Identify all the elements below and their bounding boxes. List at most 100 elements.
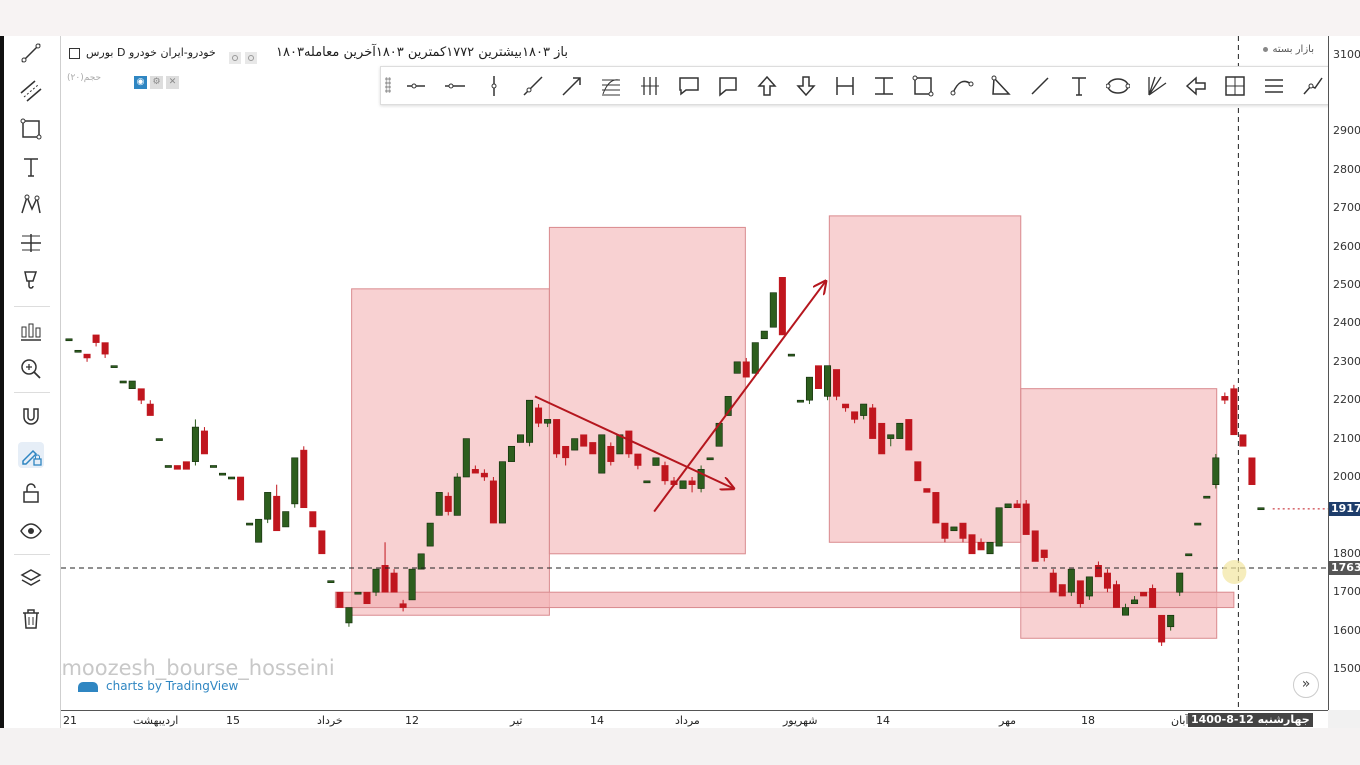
candle: [1058, 584, 1066, 597]
time-tick: 14: [590, 714, 604, 727]
video-bottom-band: [0, 728, 1360, 765]
brush-icon[interactable]: [18, 268, 44, 294]
line-segment-icon[interactable]: [1027, 73, 1053, 99]
candle: [1185, 553, 1193, 557]
collapse-legend-icon[interactable]: [69, 47, 80, 59]
arrow-up-icon[interactable]: [754, 73, 780, 99]
candle: [1194, 522, 1202, 526]
candle: [300, 446, 308, 509]
toolbar-grip-icon[interactable]: [385, 77, 391, 93]
rectangle-icon[interactable]: [910, 73, 936, 99]
toolbar-separator: [14, 392, 50, 393]
downtrend-arrow[interactable]: [534, 395, 734, 488]
eye-icon[interactable]: [18, 518, 44, 544]
crosshair-box-icon[interactable]: [1222, 73, 1248, 99]
candle: [65, 338, 73, 342]
channel-icon[interactable]: [18, 78, 44, 104]
pencil-lock-icon[interactable]: [18, 442, 44, 468]
time-tick: 12: [405, 714, 419, 727]
candle: [83, 353, 91, 362]
magnet-icon[interactable]: [18, 404, 44, 430]
chart-canvas[interactable]: [61, 36, 1328, 710]
text-icon[interactable]: [1066, 73, 1092, 99]
candle: [634, 453, 642, 470]
arrow-down-icon[interactable]: [793, 73, 819, 99]
legend-eye-icon[interactable]: [229, 49, 259, 68]
chart-pane[interactable]: بورس D خودرو-ایران خودرو ۱۸۰۳باز ۱۸۰۳بیش…: [61, 36, 1328, 710]
candle: [336, 591, 344, 608]
measure-icon[interactable]: [18, 230, 44, 256]
candle: [652, 457, 660, 466]
highlight-zone[interactable]: [828, 215, 1022, 543]
candle: [1212, 453, 1220, 489]
candle: [209, 465, 217, 468]
candle: [363, 591, 371, 605]
time-axis[interactable]: جهارشنبه 12-8-1400 21 اردیبهشت 15 خرداد 12 تی…: [61, 710, 1328, 729]
fib-retracement-icon[interactable]: [598, 73, 624, 99]
price-range-icon[interactable]: [871, 73, 897, 99]
horizontal-ray-icon[interactable]: [403, 73, 429, 99]
tradingview-credit[interactable]: charts by TradingView: [78, 679, 238, 693]
candle: [1122, 603, 1130, 616]
candle: [796, 399, 804, 403]
candle: [1257, 507, 1265, 511]
gann-fan-icon[interactable]: [1144, 73, 1170, 99]
candle: [480, 469, 488, 481]
volume-remove-icon[interactable]: ✕: [166, 76, 179, 89]
arrow-line-icon[interactable]: [559, 73, 585, 99]
trash-icon[interactable]: [18, 606, 44, 632]
time-tick: 14: [876, 714, 890, 727]
symbol-title[interactable]: بورس D خودرو-ایران خودرو: [86, 46, 216, 59]
candle: [1176, 572, 1184, 597]
horizontal-line-icon[interactable]: [442, 73, 468, 99]
menu-lines-icon[interactable]: [1261, 73, 1287, 99]
candle: [824, 365, 832, 401]
path-icon[interactable]: [1300, 73, 1326, 99]
candle: [1239, 434, 1247, 447]
ellipse-icon[interactable]: [1105, 73, 1131, 99]
candle: [932, 492, 940, 524]
candle: [950, 526, 958, 532]
series-legend: بورس D خودرو-ایران خودرو: [69, 46, 216, 59]
cursor-highlight: [1222, 560, 1247, 585]
pitchfork-icon[interactable]: [637, 73, 663, 99]
date-range-icon[interactable]: [832, 73, 858, 99]
triangle-icon[interactable]: [988, 73, 1014, 99]
time-tick: شهریور: [783, 714, 818, 727]
callout-icon[interactable]: [676, 73, 702, 99]
text-icon[interactable]: [18, 154, 44, 180]
price-tick: 2700: [1333, 201, 1360, 215]
time-tick: 18: [1081, 714, 1095, 727]
arrow-left-icon[interactable]: [1183, 73, 1209, 99]
zoom-in-icon[interactable]: [18, 356, 44, 382]
highlight-zone[interactable]: [548, 226, 746, 555]
unlock-icon[interactable]: [18, 480, 44, 506]
indicators-icon[interactable]: [18, 318, 44, 344]
candle: [1112, 580, 1120, 608]
curve-icon[interactable]: [949, 73, 975, 99]
trend-line-icon[interactable]: [18, 40, 44, 66]
tradingview-logo-icon: [78, 681, 98, 692]
volume-eye-icon[interactable]: ◉: [134, 76, 147, 89]
candle: [842, 403, 850, 412]
price-axis[interactable]: 3100 2900 2800 2700 2600 2500 2400 2300 2200 2100…: [1328, 36, 1360, 710]
layers-icon[interactable]: [18, 566, 44, 592]
drawing-toolbar: [380, 66, 1360, 105]
toolbar-separator: [14, 554, 50, 555]
rectangle-icon[interactable]: [18, 116, 44, 142]
uptrend-arrow[interactable]: [653, 281, 826, 513]
scroll-to-realtime-button[interactable]: »: [1293, 672, 1319, 698]
candle: [869, 404, 877, 439]
trend-line-icon[interactable]: [520, 73, 546, 99]
vertical-line-icon[interactable]: [481, 73, 507, 99]
comment-icon[interactable]: [715, 73, 741, 99]
highlight-zone[interactable]: [351, 288, 550, 616]
candle: [598, 434, 606, 474]
price-tick: 2800: [1333, 162, 1360, 176]
pattern-icon[interactable]: [18, 192, 44, 218]
candle: [1022, 500, 1030, 535]
candle: [526, 399, 534, 447]
support-band[interactable]: [334, 591, 1235, 609]
volume-settings-icon[interactable]: ⚙: [150, 76, 163, 89]
toolbar-separator: [14, 306, 50, 307]
